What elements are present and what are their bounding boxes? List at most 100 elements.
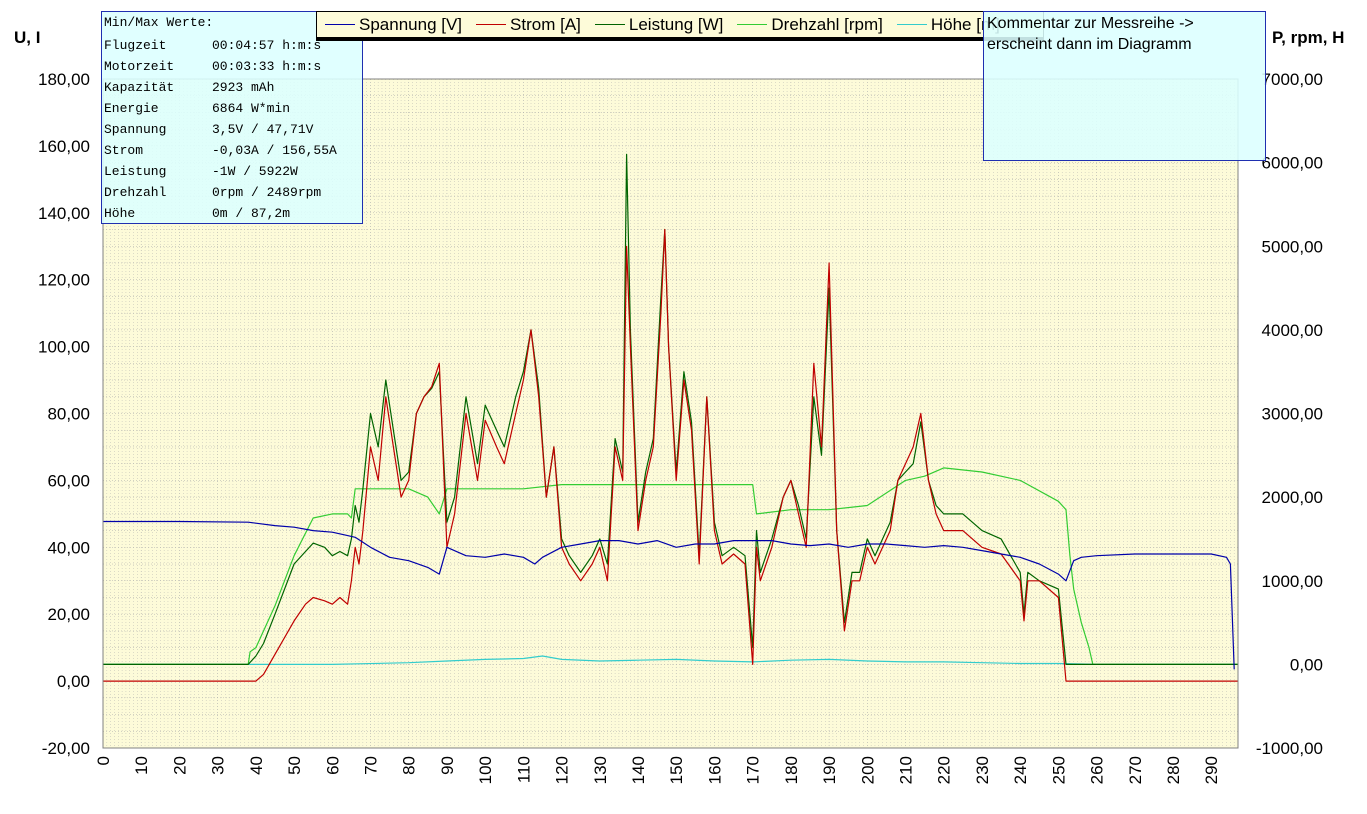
left-tick-label: 0,00 bbox=[57, 672, 90, 691]
right-tick-label: 3000,00 bbox=[1262, 405, 1323, 424]
legend-swatch bbox=[325, 24, 355, 25]
x-tick-label: 110 bbox=[514, 756, 533, 783]
legend-label: Höhe [m] bbox=[930, 14, 1000, 34]
legend: Spannung [V] Strom [A] Leistung [W] Drehzah… bbox=[316, 11, 1044, 41]
legend-swatch bbox=[896, 24, 927, 25]
x-tick-label: 290 bbox=[1202, 756, 1221, 784]
minmax-key: Strom bbox=[104, 143, 144, 158]
minmax-value: 0rpm / 2489rpm bbox=[212, 185, 322, 200]
minmax-key: Drehzahl bbox=[104, 185, 167, 200]
left-tick-label: 140,00 bbox=[38, 204, 90, 223]
x-tick-label: 140 bbox=[629, 756, 648, 784]
x-tick-label: 30 bbox=[209, 756, 228, 775]
legend-swatch bbox=[737, 24, 768, 25]
x-tick-label: 60 bbox=[323, 756, 342, 775]
x-tick-label: 20 bbox=[170, 756, 189, 775]
right-tick-label: 7000,00 bbox=[1262, 70, 1323, 89]
x-tick-label: 160 bbox=[705, 756, 724, 784]
legend-label: Leistung [W] bbox=[628, 14, 724, 34]
minmax-row: Leistung -1W / 5922W bbox=[104, 161, 362, 182]
minmax-title: Min/Max Werte: bbox=[104, 15, 214, 30]
minmax-value: 00:03:33 h:m:s bbox=[212, 59, 322, 74]
minmax-value: 6864 W*min bbox=[212, 101, 291, 116]
series-line-spannung bbox=[103, 520, 1235, 670]
minmax-row: Drehzahl 0rpm / 2489rpm bbox=[104, 182, 362, 203]
x-tick-label: 210 bbox=[897, 756, 916, 784]
legend-item-spannung: Spannung [V] bbox=[325, 15, 462, 35]
right-tick-label: 6000,00 bbox=[1262, 154, 1323, 173]
plot-border bbox=[102, 78, 1239, 749]
minmax-value: 00:04:57 h:m:s bbox=[212, 38, 322, 53]
right-tick-label: -1000,00 bbox=[1256, 739, 1323, 758]
x-tick-label: 80 bbox=[400, 756, 419, 775]
minmax-key: Energie bbox=[104, 101, 159, 116]
x-tick-label: 180 bbox=[782, 756, 801, 784]
minmax-rows: Flugzeit 00:04:57 h:m:s Motorzeit 00:03:33 … bbox=[104, 35, 362, 224]
left-tick-label: 20,00 bbox=[47, 605, 90, 624]
left-tick-label: 180,00 bbox=[38, 70, 90, 89]
minmax-value: -1W / 5922W bbox=[212, 164, 298, 179]
legend-item-strom: Strom [A] bbox=[476, 15, 581, 35]
legend-swatch bbox=[594, 24, 625, 25]
minmax-row: Energie 6864 W*min bbox=[104, 98, 362, 119]
left-tick-label: -20,00 bbox=[42, 739, 90, 758]
minmax-row: Flugzeit 00:04:57 h:m:s bbox=[104, 35, 362, 56]
x-tick-label: 70 bbox=[362, 756, 381, 775]
minmax-row: Strom -0,03A / 156,55A bbox=[104, 140, 362, 161]
legend-label: Spannung [V] bbox=[359, 14, 463, 34]
comment-box[interactable]: Kommentar zur Messreihe -> erscheint dan… bbox=[983, 11, 1266, 161]
minmax-row: Höhe 0m / 87,2m bbox=[104, 203, 362, 224]
minmax-box: Min/Max Werte: Flugzeit 00:04:57 h:m:s Mot… bbox=[101, 11, 363, 224]
x-tick-label: 280 bbox=[1164, 756, 1183, 784]
minmax-value: 3,5V / 47,71V bbox=[212, 122, 314, 137]
legend-item-leistung: Leistung [W] bbox=[594, 14, 724, 35]
left-tick-label: 60,00 bbox=[47, 471, 90, 490]
legend-item-hoehe: Höhe [m] bbox=[896, 14, 1000, 35]
x-tick-label: 200 bbox=[858, 756, 877, 784]
legend-swatch bbox=[476, 24, 507, 25]
x-tick-label: 50 bbox=[285, 756, 304, 775]
comment-line-1: Kommentar zur Messreihe -> bbox=[987, 15, 1194, 32]
minmax-key: Flugzeit bbox=[104, 38, 167, 53]
left-tick-label: 120,00 bbox=[38, 271, 90, 290]
x-tick-label: 10 bbox=[132, 756, 151, 775]
minmax-key: Spannung bbox=[104, 122, 167, 137]
minmax-value: 2923 mAh bbox=[212, 80, 275, 95]
x-tick-label: 170 bbox=[744, 756, 763, 784]
legend-label: Drehzahl [rpm] bbox=[771, 14, 883, 34]
series-line-strom bbox=[103, 228, 1238, 682]
x-tick-label: 130 bbox=[591, 756, 610, 784]
x-tick-label: 0 bbox=[94, 756, 113, 765]
x-tick-label: 120 bbox=[553, 756, 572, 784]
minmax-row: Kapazität 2923 mAh bbox=[104, 77, 362, 98]
right-tick-label: 0,00 bbox=[1290, 655, 1323, 674]
left-tick-label: 100,00 bbox=[38, 338, 90, 357]
left-tick-label: 80,00 bbox=[47, 405, 90, 424]
left-tick-label: 160,00 bbox=[38, 137, 90, 156]
x-tick-label: 90 bbox=[438, 756, 457, 775]
minmax-row: Spannung 3,5V / 47,71V bbox=[104, 119, 362, 140]
x-tick-label: 270 bbox=[1126, 756, 1145, 784]
series-lines bbox=[103, 153, 1238, 682]
x-tick-label: 100 bbox=[476, 756, 495, 784]
right-tick-label: 4000,00 bbox=[1262, 321, 1323, 340]
x-tick-label: 250 bbox=[1049, 756, 1068, 784]
legend-item-drehzahl: Drehzahl [rpm] bbox=[737, 14, 883, 35]
right-tick-label: 5000,00 bbox=[1262, 237, 1323, 256]
left-axis-title: U, I bbox=[14, 28, 40, 47]
comment-line-2: erscheint dann im Diagramm bbox=[987, 36, 1192, 53]
x-tick-label: 150 bbox=[667, 756, 686, 784]
right-tick-label: 2000,00 bbox=[1262, 488, 1323, 507]
right-axis-title: P, rpm, H bbox=[1272, 28, 1344, 47]
minmax-key: Höhe bbox=[104, 206, 136, 221]
right-tick-label: 1000,00 bbox=[1262, 572, 1323, 591]
minmax-value: 0m / 87,2m bbox=[212, 206, 291, 221]
legend-label: Strom [A] bbox=[510, 14, 581, 34]
x-tick-label: 230 bbox=[973, 756, 992, 784]
x-tick-label: 240 bbox=[1011, 756, 1030, 784]
minmax-key: Kapazität bbox=[104, 80, 175, 95]
minmax-value: -0,03A / 156,55A bbox=[212, 143, 337, 158]
x-tick-label: 190 bbox=[820, 756, 839, 784]
x-tick-label: 220 bbox=[935, 756, 954, 784]
minmax-row: Motorzeit 00:03:33 h:m:s bbox=[104, 56, 362, 77]
